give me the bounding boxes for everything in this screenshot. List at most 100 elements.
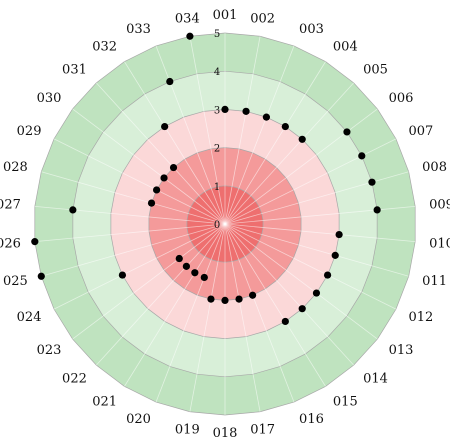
spoke-005	[224, 82, 354, 225]
data-point-012	[323, 271, 332, 279]
data-point-029	[153, 186, 161, 194]
data-point-016	[249, 291, 257, 299]
data-point-010	[335, 230, 343, 239]
category-label-012: 012	[409, 310, 434, 325]
category-label-018: 018	[213, 426, 238, 441]
spoke-027	[34, 205, 226, 225]
spoke-017	[224, 223, 261, 412]
data-point-003	[262, 113, 270, 121]
category-label-021: 021	[92, 395, 117, 410]
radial-tick-labels: 0 1 2 3 4 5	[214, 29, 220, 231]
spoke-003	[224, 45, 295, 225]
data-point-008	[368, 178, 376, 186]
spoke-009	[224, 205, 416, 225]
spoke-008	[224, 171, 409, 225]
spoke-023	[72, 223, 226, 340]
spoke-011	[224, 223, 409, 277]
spoke-007	[224, 138, 397, 225]
data-point-028	[147, 199, 156, 207]
tick-label-0: 0	[214, 220, 220, 231]
data-point-026	[31, 238, 39, 246]
category-label-002: 002	[250, 12, 275, 27]
data-point-017	[235, 295, 243, 303]
category-label-011: 011	[422, 274, 447, 289]
category-label-026: 026	[0, 236, 21, 251]
category-label-008: 008	[422, 160, 447, 175]
data-point-005	[298, 135, 306, 143]
category-label-023: 023	[37, 343, 62, 358]
spoke-015	[224, 223, 326, 387]
spoke-024	[53, 223, 226, 310]
category-label-020: 020	[126, 412, 151, 427]
spoke-006	[224, 108, 378, 225]
category-label-015: 015	[333, 395, 358, 410]
tick-label-3: 3	[214, 105, 220, 116]
spoke-030	[72, 108, 226, 225]
spoke-025	[41, 223, 226, 277]
category-label-010: 010	[429, 236, 450, 251]
category-label-017: 017	[250, 422, 275, 437]
data-point-015	[281, 317, 289, 326]
category-label-016: 016	[299, 412, 324, 427]
data-point-009	[373, 206, 381, 214]
radial-spokes	[34, 33, 416, 415]
data-point-001	[221, 105, 229, 113]
data-point-020	[200, 273, 208, 282]
data-point-023	[175, 254, 183, 263]
data-points	[31, 32, 381, 326]
category-label-025: 025	[3, 274, 28, 289]
category-label-007: 007	[409, 124, 434, 139]
data-point-019	[207, 295, 215, 303]
category-label-006: 006	[389, 91, 414, 106]
category-label-022: 022	[62, 371, 87, 386]
spoke-016	[224, 223, 295, 403]
data-point-021	[191, 269, 199, 277]
category-label-005: 005	[363, 63, 388, 78]
spoke-022	[96, 223, 226, 366]
category-label-031: 031	[62, 63, 87, 78]
spoke-012	[224, 223, 397, 310]
data-point-025	[37, 272, 45, 280]
tick-label-1: 1	[214, 182, 220, 193]
category-label-029: 029	[17, 124, 42, 139]
category-label-003: 003	[299, 22, 324, 37]
data-point-033	[166, 77, 174, 86]
data-point-002	[242, 107, 250, 115]
category-label-034: 034	[175, 12, 200, 27]
category-label-014: 014	[363, 371, 388, 386]
data-point-032	[161, 122, 169, 131]
category-label-032: 032	[92, 39, 117, 54]
tick-label-5: 5	[214, 29, 220, 40]
category-label-019: 019	[175, 422, 200, 437]
tick-label-4: 4	[214, 67, 220, 78]
category-label-004: 004	[333, 39, 358, 54]
spoke-010	[224, 223, 416, 243]
data-point-004	[281, 122, 289, 131]
data-point-027	[69, 206, 77, 214]
spoke-021	[124, 223, 226, 387]
spoke-020	[155, 223, 226, 403]
spoke-004	[224, 61, 326, 225]
category-label-001: 001	[213, 8, 238, 23]
data-point-030	[160, 174, 168, 182]
spoke-033	[155, 45, 226, 225]
spoke-026	[34, 223, 226, 243]
data-point-014	[298, 305, 306, 313]
spoke-019	[189, 223, 226, 412]
spoke-014	[224, 223, 354, 366]
data-point-034	[186, 32, 194, 40]
category-label-024: 024	[17, 310, 42, 325]
spoke-029	[53, 138, 226, 225]
spoke-034	[189, 36, 226, 225]
data-point-011	[331, 251, 339, 259]
data-point-031	[169, 163, 178, 172]
spoke-013	[224, 223, 378, 340]
category-label-028: 028	[3, 160, 28, 175]
data-point-006	[343, 128, 351, 136]
spoke-031	[96, 82, 226, 225]
data-point-022	[182, 262, 190, 270]
category-label-033: 033	[126, 22, 151, 37]
category-label-013: 013	[389, 343, 414, 358]
data-point-024	[118, 271, 127, 279]
